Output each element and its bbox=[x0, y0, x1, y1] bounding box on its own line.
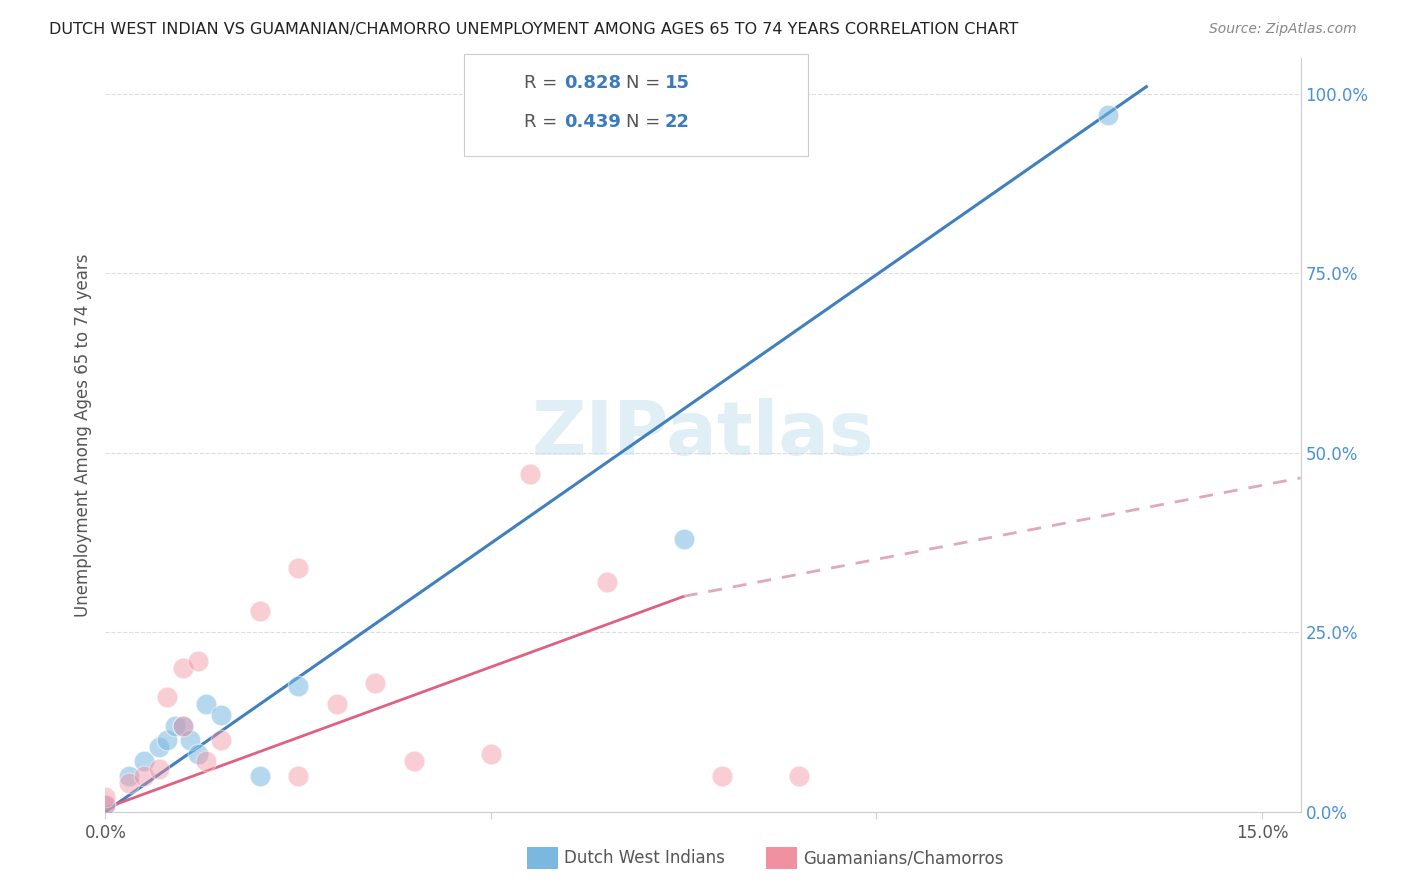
Point bbox=[789, 769, 811, 783]
Point bbox=[209, 707, 232, 722]
Point bbox=[163, 718, 186, 732]
Text: 15: 15 bbox=[665, 74, 690, 92]
Point bbox=[132, 755, 155, 769]
Point bbox=[194, 697, 217, 711]
Point bbox=[172, 718, 194, 732]
Point bbox=[117, 769, 139, 783]
Point bbox=[364, 675, 387, 690]
Text: 22: 22 bbox=[665, 113, 690, 131]
Point bbox=[672, 532, 695, 546]
Y-axis label: Unemployment Among Ages 65 to 74 years: Unemployment Among Ages 65 to 74 years bbox=[73, 253, 91, 616]
Point bbox=[148, 762, 170, 776]
Point bbox=[194, 755, 217, 769]
Point bbox=[187, 747, 209, 762]
Text: R =: R = bbox=[524, 113, 564, 131]
Text: N =: N = bbox=[626, 74, 665, 92]
Point bbox=[249, 769, 271, 783]
Point bbox=[479, 747, 502, 762]
Point bbox=[402, 755, 425, 769]
Point bbox=[117, 776, 139, 790]
Point bbox=[209, 733, 232, 747]
Point bbox=[156, 690, 179, 704]
Text: Guamanians/Chamorros: Guamanians/Chamorros bbox=[803, 849, 1004, 867]
Text: R =: R = bbox=[524, 74, 564, 92]
Point bbox=[94, 790, 117, 805]
Point bbox=[519, 467, 541, 482]
Point bbox=[1097, 108, 1119, 122]
Point bbox=[187, 654, 209, 668]
Point bbox=[595, 574, 617, 589]
Text: 0.439: 0.439 bbox=[564, 113, 620, 131]
Text: N =: N = bbox=[626, 113, 665, 131]
Point bbox=[94, 797, 117, 812]
Point bbox=[249, 604, 271, 618]
Text: ZIPatlas: ZIPatlas bbox=[531, 399, 875, 471]
Point bbox=[287, 769, 309, 783]
Point bbox=[179, 733, 201, 747]
Point bbox=[287, 560, 309, 574]
Text: 0.828: 0.828 bbox=[564, 74, 621, 92]
Text: Dutch West Indians: Dutch West Indians bbox=[564, 849, 724, 867]
Point bbox=[287, 679, 309, 693]
Text: DUTCH WEST INDIAN VS GUAMANIAN/CHAMORRO UNEMPLOYMENT AMONG AGES 65 TO 74 YEARS C: DUTCH WEST INDIAN VS GUAMANIAN/CHAMORRO … bbox=[49, 22, 1018, 37]
Point bbox=[711, 769, 734, 783]
Point bbox=[156, 733, 179, 747]
Point bbox=[94, 797, 117, 812]
Point bbox=[132, 769, 155, 783]
Point bbox=[172, 718, 194, 732]
Point bbox=[172, 661, 194, 675]
Point bbox=[148, 740, 170, 755]
Text: Source: ZipAtlas.com: Source: ZipAtlas.com bbox=[1209, 22, 1357, 37]
Point bbox=[326, 697, 349, 711]
